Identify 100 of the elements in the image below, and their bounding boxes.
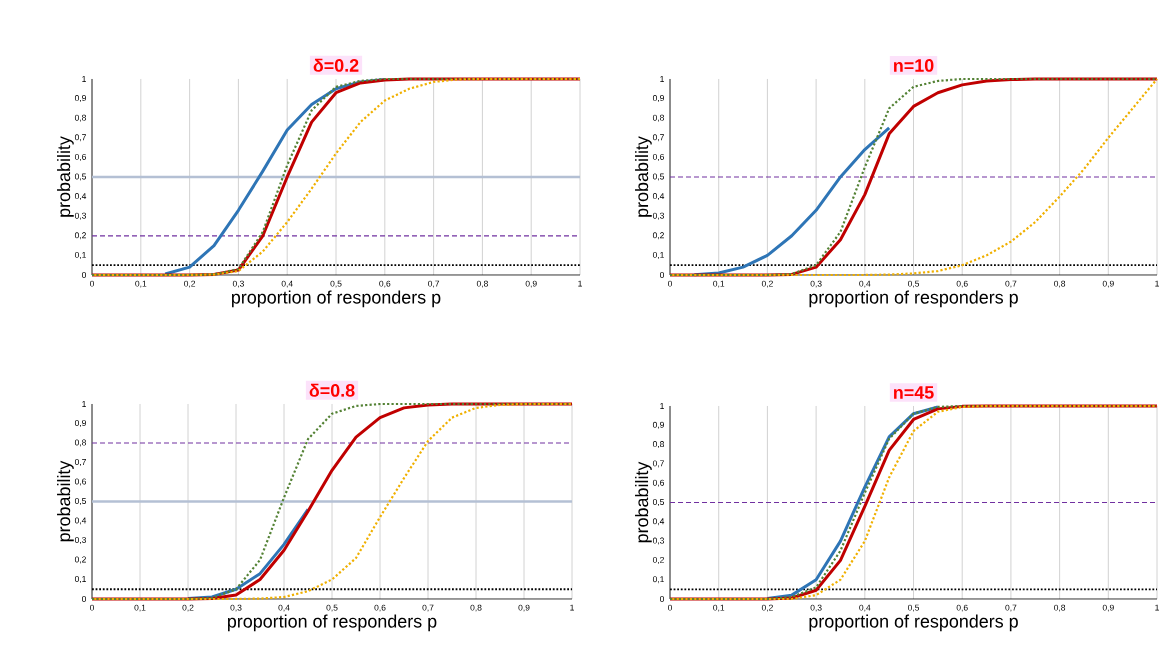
y-tick-label: 0,1: [74, 251, 86, 259]
x-tick-label: 0,1: [134, 604, 146, 612]
x-tick-label: 0,2: [182, 604, 194, 612]
x-tick-label: 1: [1155, 280, 1159, 287]
y-tick-label: 0,2: [74, 556, 86, 564]
x-tick-label: 0: [667, 604, 673, 611]
chart-title: n=10: [894, 59, 934, 72]
y-tick-label: 0,6: [652, 153, 664, 161]
x-tick-label: 0,4: [278, 604, 290, 612]
x-tick-label: 0,5: [907, 604, 920, 612]
y-tick-label: 0,7: [74, 134, 86, 142]
y-tick-label: 0,8: [652, 114, 664, 122]
y-tick-label: 0,2: [652, 556, 664, 564]
x-tick-label: 0,1: [713, 280, 725, 288]
y-tick-label: 0,7: [652, 134, 664, 142]
y-tick-label: 0,9: [652, 95, 664, 103]
x-tick-label: 0,2: [761, 604, 773, 612]
x-tick-label: 0,5: [330, 280, 342, 288]
y-tick-label: 0,1: [74, 575, 86, 583]
y-axis-title: probability: [57, 136, 74, 217]
y-tick-label: 0,2: [74, 232, 86, 240]
y-tick-label: 0,6: [74, 478, 86, 486]
x-tick-label: 0,5: [326, 604, 338, 612]
x-tick-label: 0,6: [374, 604, 386, 612]
y-tick-label: 0,2: [652, 232, 664, 240]
y-tick-label: 0: [659, 595, 665, 602]
y-tick-label: 0,1: [652, 576, 664, 584]
y-tick-label: 0,8: [652, 441, 664, 449]
x-tick-label: 0,6: [956, 280, 968, 288]
y-tick-label: 1: [82, 76, 86, 82]
y-tick-label: 1: [82, 401, 86, 407]
y-tick-label: 1: [660, 403, 664, 409]
x-tick-label: 0,9: [525, 280, 537, 288]
x-tick-label: 0,6: [379, 280, 391, 288]
x-tick-label: 0: [89, 604, 95, 611]
y-axis-title: probability: [635, 136, 652, 217]
x-tick-label: 0,3: [230, 604, 242, 612]
x-axis-title: proportion of responders p: [228, 614, 437, 632]
x-tick-label: 0,3: [810, 604, 822, 612]
x-tick-label: 0: [89, 280, 95, 287]
y-tick-label: 0,4: [652, 518, 665, 526]
x-axis-title: proportion of responders p: [809, 290, 1018, 308]
y-tick-label: 0,5: [74, 173, 87, 181]
y-tick-label: 0: [81, 271, 87, 278]
y-tick-label: 0,4: [74, 517, 87, 525]
x-tick-label: 0,6: [956, 604, 968, 612]
y-tick-label: 0,9: [74, 419, 86, 427]
y-axis-title: probability: [635, 461, 652, 543]
x-tick-label: 0,8: [476, 280, 488, 288]
y-tick-label: 0,5: [652, 498, 665, 506]
x-tick-label: 0,7: [1005, 604, 1017, 612]
y-tick-label: 0,6: [74, 153, 86, 161]
x-tick-label: 0,9: [518, 604, 530, 612]
x-tick-label: 0,5: [907, 280, 920, 288]
y-tick-label: 0,8: [74, 114, 86, 122]
x-tick-label: 0,1: [713, 604, 725, 612]
y-tick-label: 0: [81, 595, 87, 602]
x-tick-label: 1: [570, 604, 574, 611]
x-tick-label: 0,4: [859, 604, 871, 612]
x-tick-label: 1: [578, 280, 582, 287]
x-tick-label: 1: [1155, 604, 1159, 611]
x-axis-title: proportion of responders p: [232, 290, 441, 308]
y-tick-label: 0,7: [652, 460, 664, 468]
x-tick-label: 0,1: [135, 280, 147, 288]
x-tick-label: 0,2: [184, 280, 196, 288]
x-tick-label: 0,8: [1054, 280, 1066, 288]
x-tick-label: 0,4: [859, 280, 871, 288]
y-tick-label: 0: [659, 271, 665, 278]
x-tick-label: 0,3: [232, 280, 244, 288]
y-tick-label: 0,4: [74, 193, 87, 201]
y-tick-label: 0,4: [652, 193, 665, 201]
y-tick-label: 0,3: [652, 537, 664, 545]
chart-title: n=45: [894, 386, 934, 399]
y-tick-label: 0,3: [74, 212, 86, 220]
x-tick-label: 0,7: [422, 604, 434, 612]
chart-title: δ=0.8: [309, 383, 355, 397]
x-tick-label: 0,4: [281, 280, 293, 288]
y-tick-label: 0,5: [652, 173, 665, 181]
y-tick-label: 0,7: [74, 458, 86, 466]
y-tick-label: 0,5: [74, 497, 87, 505]
y-tick-label: 1: [660, 76, 664, 82]
x-tick-label: 0: [667, 280, 673, 287]
x-tick-label: 0,9: [1102, 604, 1114, 612]
x-axis-title: proportion of responders p: [809, 614, 1018, 632]
y-tick-label: 0,3: [652, 212, 664, 220]
y-tick-label: 0,6: [652, 479, 664, 487]
y-tick-label: 0,3: [74, 536, 86, 544]
y-tick-label: 0,9: [652, 421, 664, 429]
y-tick-label: 0,8: [74, 439, 86, 447]
x-tick-label: 0,9: [1102, 280, 1114, 288]
y-axis-title: probability: [57, 460, 74, 542]
x-tick-label: 0,7: [1005, 280, 1017, 288]
x-tick-label: 0,3: [810, 280, 822, 288]
x-tick-label: 0,8: [1054, 604, 1066, 612]
y-tick-label: 0,1: [652, 251, 664, 259]
x-tick-label: 0,7: [428, 280, 440, 288]
y-tick-label: 0,9: [74, 95, 86, 103]
chart-title: δ=0.2: [313, 58, 359, 72]
x-tick-label: 0,8: [470, 604, 482, 612]
x-tick-label: 0,2: [761, 280, 773, 288]
